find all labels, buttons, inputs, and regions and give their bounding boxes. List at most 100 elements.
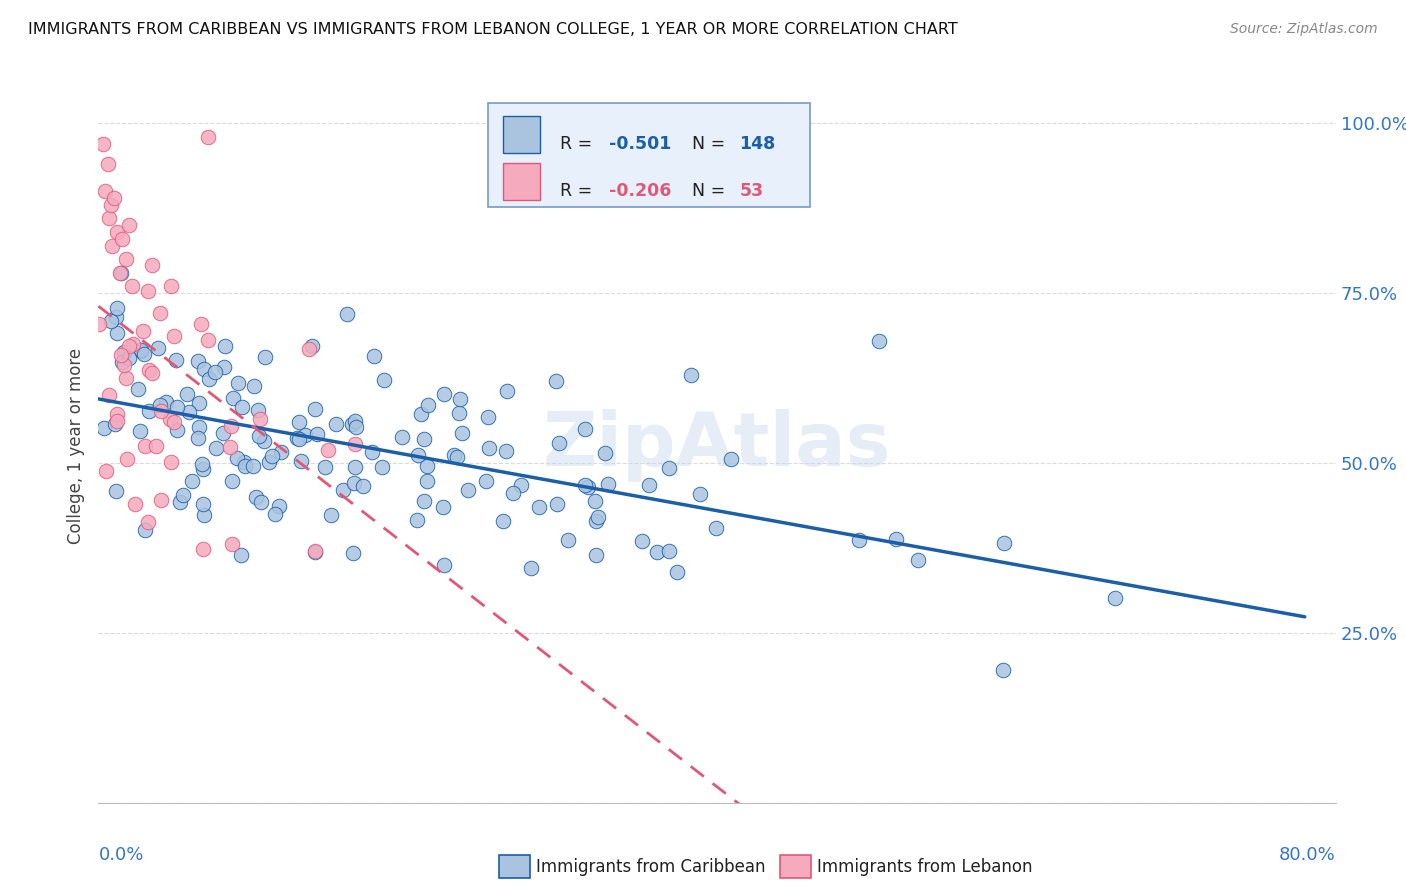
Text: 53: 53 [740,182,763,200]
Point [546,374,568,388]
Point [233,458,256,473]
Point [260,449,283,463]
Point [187,431,209,445]
Point [121,279,143,293]
Point [321,508,343,522]
Point [181,474,204,488]
Point [557,533,579,548]
Point [141,367,163,381]
Point [112,344,135,359]
Text: -0.501: -0.501 [609,136,672,153]
Point [689,487,711,501]
Point [527,500,550,514]
Text: N =: N = [692,136,731,153]
Point [510,478,533,492]
Point [232,454,254,468]
Point [87,317,110,331]
Point [416,474,439,488]
Point [145,440,167,454]
Point [129,343,152,357]
Point [177,404,200,418]
Point [155,395,177,409]
Point [188,396,211,410]
Text: ZipAtlas: ZipAtlas [543,409,891,483]
Point [325,417,347,431]
Text: 148: 148 [740,136,776,153]
Point [110,266,132,280]
Point [304,402,326,417]
Point [100,198,122,212]
Point [548,435,571,450]
Point [363,349,385,363]
Point [91,136,114,151]
Point [253,434,276,448]
Point [111,355,134,369]
Point [115,452,138,467]
Point [449,392,471,406]
Point [884,532,907,546]
Point [495,384,517,398]
Point [343,437,366,451]
Point [104,484,127,499]
Point [495,444,517,458]
Text: N =: N = [692,182,731,200]
Point [93,421,115,435]
Point [409,407,432,421]
Point [443,448,465,462]
Point [267,499,290,513]
Point [150,493,173,508]
Point [97,157,120,171]
Point [679,368,702,382]
Point [190,317,212,331]
Point [149,306,172,320]
Point [93,184,115,198]
Point [406,448,429,462]
Point [352,479,374,493]
Point [336,307,359,321]
Text: Source: ZipAtlas.com: Source: ZipAtlas.com [1230,22,1378,37]
Point [132,347,155,361]
Point [477,410,499,425]
Point [342,417,364,432]
Point [197,333,219,347]
Point [115,370,138,384]
Point [104,310,127,325]
Point [704,521,727,535]
Point [108,266,131,280]
Point [118,338,141,352]
Point [475,474,498,488]
Point [316,443,339,458]
Point [226,376,249,391]
Point [478,441,501,455]
Text: 80.0%: 80.0% [1279,846,1336,863]
FancyBboxPatch shape [488,103,810,207]
Point [720,451,742,466]
Point [245,490,267,504]
Point [418,399,440,413]
Point [342,546,364,560]
Point [343,476,366,491]
Point [446,450,468,464]
Point [848,533,870,548]
Point [138,363,160,377]
Point [191,461,214,475]
Point [111,232,134,246]
Point [118,218,141,232]
Point [122,337,145,351]
Point [344,420,367,434]
Point [198,372,221,386]
Point [638,478,661,492]
Point [134,524,156,538]
Point [502,486,524,500]
Point [105,326,128,340]
Point [574,422,596,436]
Point [105,301,128,315]
Point [141,258,163,272]
Text: -0.206: -0.206 [609,182,672,200]
Point [432,500,454,515]
Point [596,476,619,491]
Point [257,455,280,469]
Point [450,426,472,441]
Point [1104,591,1126,606]
Point [433,558,456,573]
